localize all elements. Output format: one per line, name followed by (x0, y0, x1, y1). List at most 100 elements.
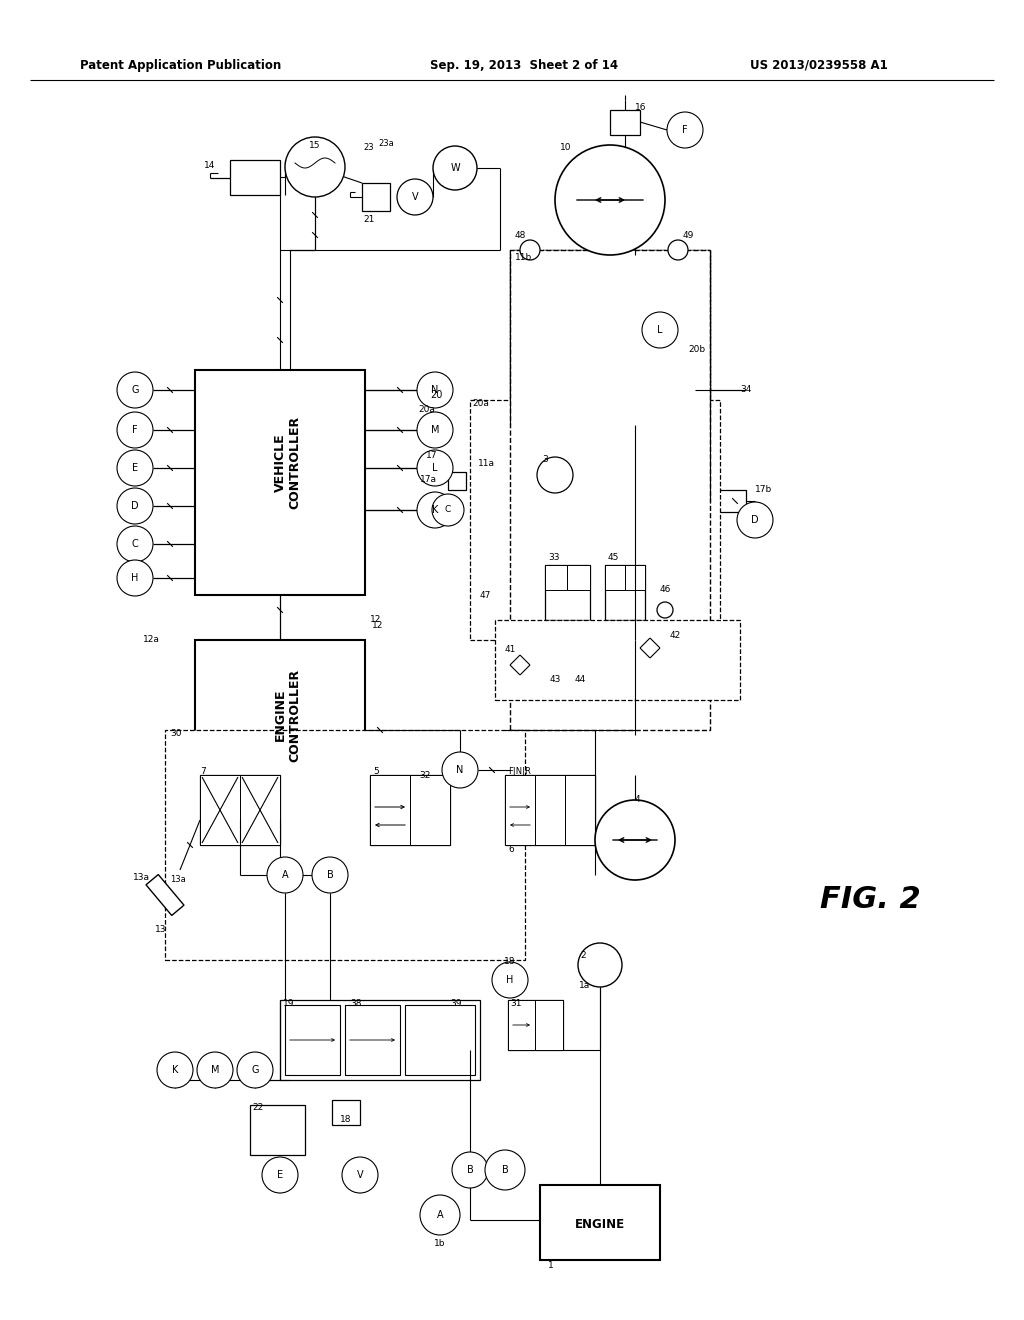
Text: 12: 12 (370, 615, 381, 624)
Circle shape (197, 1052, 233, 1088)
Text: 48: 48 (514, 231, 525, 239)
Bar (195, 640, 365, 820)
Circle shape (737, 502, 773, 539)
Text: M: M (211, 1065, 219, 1074)
Text: K: K (432, 506, 438, 515)
Bar (285, 1005, 340, 1074)
Text: 20a: 20a (418, 405, 435, 414)
Bar (200, 775, 280, 845)
Text: 38: 38 (350, 998, 361, 1007)
Bar (600, 319, 635, 350)
Bar (370, 775, 450, 845)
Bar (510, 249, 710, 730)
Text: A: A (282, 870, 289, 880)
Text: 18: 18 (340, 1115, 351, 1125)
Text: 13: 13 (155, 925, 167, 935)
Text: 7: 7 (200, 767, 206, 776)
Bar (605, 565, 645, 620)
Text: F: F (682, 125, 688, 135)
Circle shape (537, 457, 573, 492)
Bar (406, 1005, 475, 1074)
Bar (230, 160, 280, 195)
Text: 49: 49 (682, 231, 693, 239)
Text: 33: 33 (548, 553, 559, 562)
Circle shape (262, 1158, 298, 1193)
Text: 12: 12 (372, 622, 383, 631)
Text: D: D (131, 502, 139, 511)
Bar (535, 1001, 563, 1049)
Bar (449, 473, 466, 490)
Bar (718, 490, 746, 512)
Text: 44: 44 (574, 676, 586, 685)
Bar (580, 355, 625, 385)
Circle shape (642, 312, 678, 348)
Circle shape (520, 240, 540, 260)
Text: G: G (251, 1065, 259, 1074)
Bar (370, 775, 410, 845)
Bar (540, 1185, 660, 1261)
Circle shape (157, 1052, 193, 1088)
Bar (535, 775, 565, 845)
Text: G: G (131, 385, 138, 395)
Circle shape (397, 180, 433, 215)
Text: D: D (752, 515, 759, 525)
Text: C: C (444, 506, 452, 515)
Text: CONTROLLER: CONTROLLER (289, 668, 301, 762)
Circle shape (117, 525, 153, 562)
Text: 46: 46 (659, 586, 671, 594)
Text: 6: 6 (508, 846, 514, 854)
Text: 13a: 13a (133, 874, 150, 883)
Text: 14: 14 (204, 161, 215, 169)
Text: 11b: 11b (515, 252, 532, 261)
Circle shape (492, 962, 528, 998)
Text: C: C (132, 539, 138, 549)
Circle shape (342, 1158, 378, 1193)
Circle shape (417, 492, 453, 528)
Text: 2: 2 (580, 950, 586, 960)
Circle shape (452, 1152, 488, 1188)
Text: V: V (356, 1170, 364, 1180)
Text: W: W (451, 162, 460, 173)
Bar (610, 110, 640, 135)
Text: FIG. 2: FIG. 2 (819, 886, 921, 915)
Text: E: E (276, 1170, 283, 1180)
Text: 20b: 20b (688, 346, 705, 355)
Bar (508, 1001, 563, 1049)
Text: 18: 18 (504, 957, 516, 966)
Text: 23: 23 (362, 144, 374, 153)
Bar (575, 319, 635, 385)
Text: CONTROLLER: CONTROLLER (289, 416, 301, 510)
Polygon shape (146, 875, 184, 916)
Circle shape (433, 147, 477, 190)
Text: 12a: 12a (143, 635, 160, 644)
Text: 32: 32 (419, 771, 431, 780)
Circle shape (117, 450, 153, 486)
Bar (575, 319, 600, 350)
Text: 43: 43 (549, 676, 561, 685)
Circle shape (578, 942, 622, 987)
Text: 3: 3 (542, 455, 548, 465)
Text: K: K (172, 1065, 178, 1074)
Text: F: F (132, 425, 138, 436)
Text: ENGINE: ENGINE (574, 1218, 625, 1232)
Circle shape (555, 145, 665, 255)
Text: US 2013/0239558 A1: US 2013/0239558 A1 (750, 58, 888, 71)
Text: 31: 31 (510, 998, 521, 1007)
Text: N: N (431, 385, 438, 395)
Text: 1a: 1a (579, 981, 590, 990)
Bar (165, 730, 525, 960)
Bar (470, 400, 720, 640)
Bar (565, 775, 595, 845)
Circle shape (267, 857, 303, 894)
Text: L: L (432, 463, 437, 473)
Bar (250, 1105, 305, 1155)
Text: 22: 22 (252, 1104, 263, 1113)
Bar (545, 565, 567, 590)
Circle shape (420, 1195, 460, 1236)
Circle shape (417, 372, 453, 408)
Circle shape (595, 800, 675, 880)
Text: H: H (131, 573, 138, 583)
Circle shape (117, 412, 153, 447)
Text: VEHICLE: VEHICLE (273, 433, 287, 492)
Text: 23a: 23a (378, 139, 394, 148)
